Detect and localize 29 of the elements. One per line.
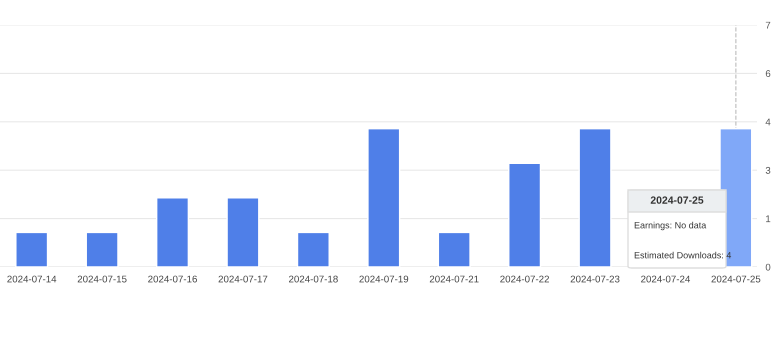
x-tick-label: 2024-07-24 (641, 276, 690, 282)
x-tick-label: 2024-07-18 (288, 276, 338, 282)
bar (226, 197, 260, 267)
x-tick-label: 2024-07-15 (78, 276, 127, 282)
bar (296, 232, 330, 267)
annotation: Estimated Downloads: 4 (634, 252, 732, 258)
bar (86, 232, 119, 267)
x-tick-label: 2024-07-14 (7, 276, 56, 282)
y-tick-label: 3 (766, 166, 770, 174)
x-tick-label: 2024-07-19 (359, 276, 408, 282)
x-tick-label: 2024-07-22 (500, 276, 549, 282)
x-tick-label: 2024-07-23 (570, 276, 620, 282)
y-tick-label: 6 (766, 70, 770, 78)
y-tick-label: 1 (766, 215, 770, 222)
bar (156, 197, 190, 267)
x-tick-label: 2024-07-17 (218, 276, 268, 282)
y-tick-label: 7 (766, 22, 770, 29)
x-tick-label: 2024-07-25 (712, 276, 760, 282)
x-tick-label: 2024-07-16 (148, 276, 197, 282)
annotation: 2024-07-25 (650, 196, 704, 204)
bar (508, 162, 542, 267)
bar (15, 232, 48, 267)
bar (367, 128, 400, 267)
y-tick-label: 0 (766, 264, 770, 271)
y-tick-label: 4 (766, 118, 770, 126)
bar (578, 128, 612, 267)
x-tick-label: 2024-07-21 (430, 276, 479, 282)
annotation: Earnings: No data (634, 222, 706, 230)
bar (438, 232, 471, 267)
